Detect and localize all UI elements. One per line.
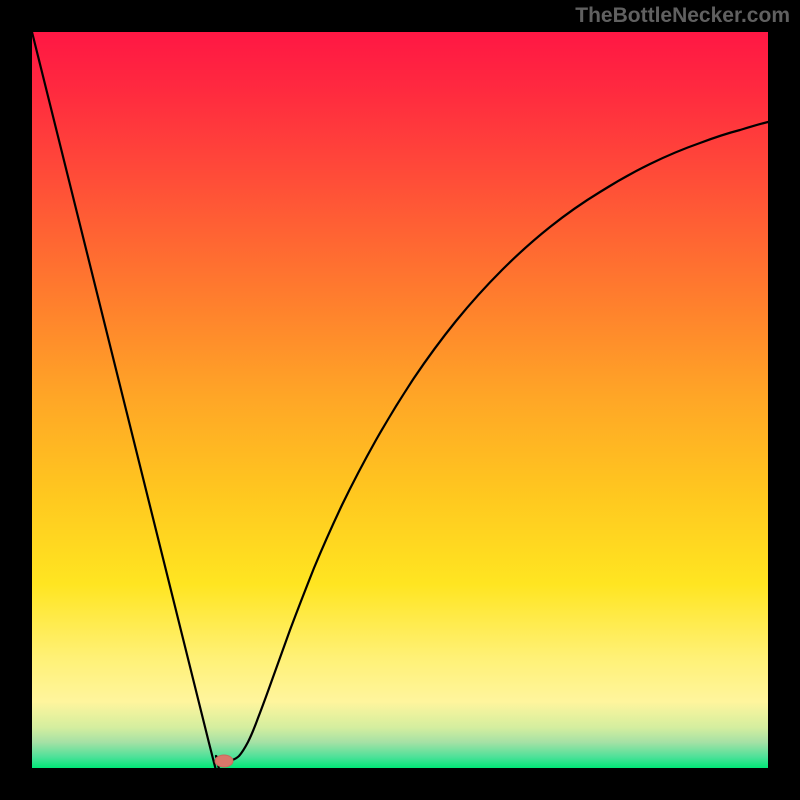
- watermark-text: TheBottleNecker.com: [575, 4, 790, 28]
- chart-container: TheBottleNecker.com: [0, 0, 800, 800]
- bottleneck-chart: [0, 0, 800, 800]
- optimal-point-marker: [215, 755, 233, 767]
